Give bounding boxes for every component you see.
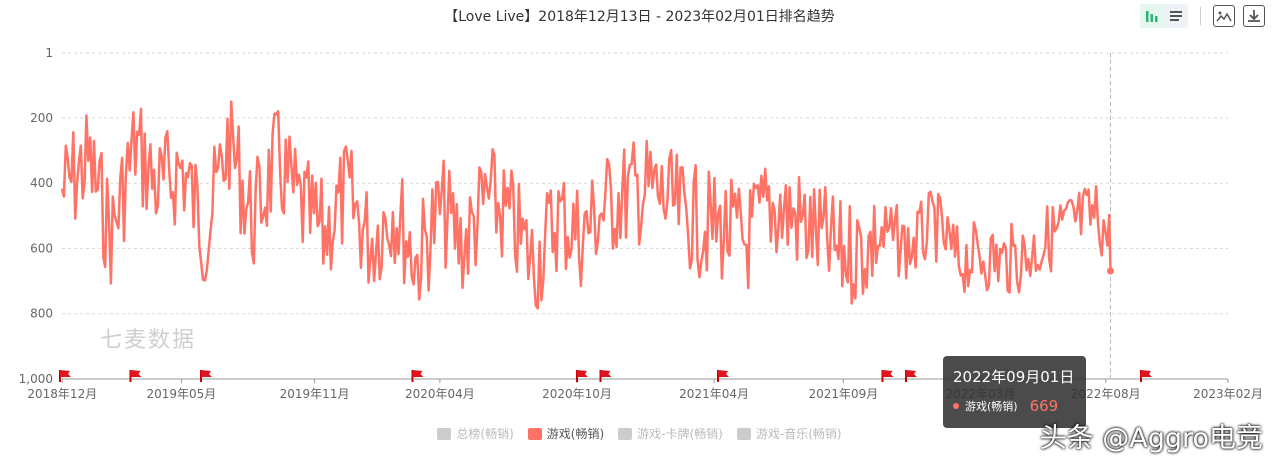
legend-item-games-card[interactable]: 游戏-卡牌(畅销) [618,425,723,442]
legend-swatch [437,427,452,440]
legend-swatch [618,427,633,440]
y-tick-label: 400 [30,176,53,190]
tooltip-value: 669 [1029,397,1059,415]
legend: 总榜(畅销) 游戏(畅销) 游戏-卡牌(畅销) 游戏-音乐(畅销) [0,425,1279,442]
page-title: 【Love Live】2018年12月13日 - 2023年02月01日排名趋势 [444,9,835,25]
event-flag-icon[interactable] [599,370,612,382]
x-tick-label: 2019年11月 [280,387,350,401]
event-flag-icon[interactable] [129,370,142,382]
x-tick-label: 2021年04月 [679,387,749,401]
series-line-games [60,100,1112,310]
toolbar [1140,4,1265,28]
view-toggle [1140,4,1188,28]
tooltip-series: 游戏(畅销) [965,400,1018,413]
legend-item-games-music[interactable]: 游戏-音乐(畅销) [736,425,842,442]
y-tick-label: 600 [30,241,53,255]
x-tick-label: 2020年10月 [542,387,612,401]
x-tick-label: 2022年08月 [1071,387,1141,401]
footer-watermark: 头条 @Aggro电竞 [1039,423,1263,454]
x-tick-label: 2018年12月 [27,387,97,401]
event-flag-icon[interactable] [1140,370,1152,382]
y-tick-label: 1 [45,46,53,60]
legend-item-overall[interactable]: 总榜(畅销) [437,425,514,442]
event-flag-icon[interactable] [576,370,588,382]
watermark: 七麦数据 [100,328,197,353]
x-tick-label: 2021年09月 [808,387,878,401]
list-icon[interactable] [1164,4,1188,28]
event-flag-icon[interactable] [717,370,729,382]
toolbar-divider [1200,7,1201,25]
tooltip-date: 2022年09月01日 [953,368,1075,386]
legend-label: 总榜(畅销) [456,427,514,441]
event-flag-icon[interactable] [881,370,894,382]
tooltip-dot [953,403,959,409]
y-tick-label: 800 [30,307,53,321]
x-tick-label: 2020年04月 [405,387,475,401]
x-tick-label: 2023年02月 [1193,387,1263,401]
legend-swatch [527,427,542,440]
event-flag-icon[interactable] [411,370,424,382]
legend-label: 游戏-音乐(畅销) [755,427,842,441]
event-flag-icon[interactable] [200,370,212,382]
x-tick-label: 2019年05月 [146,387,216,401]
download-icon[interactable] [1243,5,1265,27]
legend-label: 游戏(畅销) [546,427,605,441]
legend-item-games[interactable]: 游戏(畅销) [527,425,605,442]
y-tick-label: 1,000 [19,372,53,386]
tooltip-row: 游戏(畅销) 669 [953,397,1076,415]
bar-chart-icon[interactable] [1140,4,1164,28]
chart-tooltip: 2022年09月01日 游戏(畅销) 669 [943,356,1086,428]
legend-swatch [736,427,751,440]
image-icon[interactable] [1213,5,1235,27]
event-flag-icon[interactable] [905,370,917,382]
event-flag-icon[interactable] [59,370,71,382]
series-end-point [1106,267,1114,275]
legend-label: 游戏-卡牌(畅销) [637,427,723,441]
y-tick-label: 200 [30,111,53,125]
